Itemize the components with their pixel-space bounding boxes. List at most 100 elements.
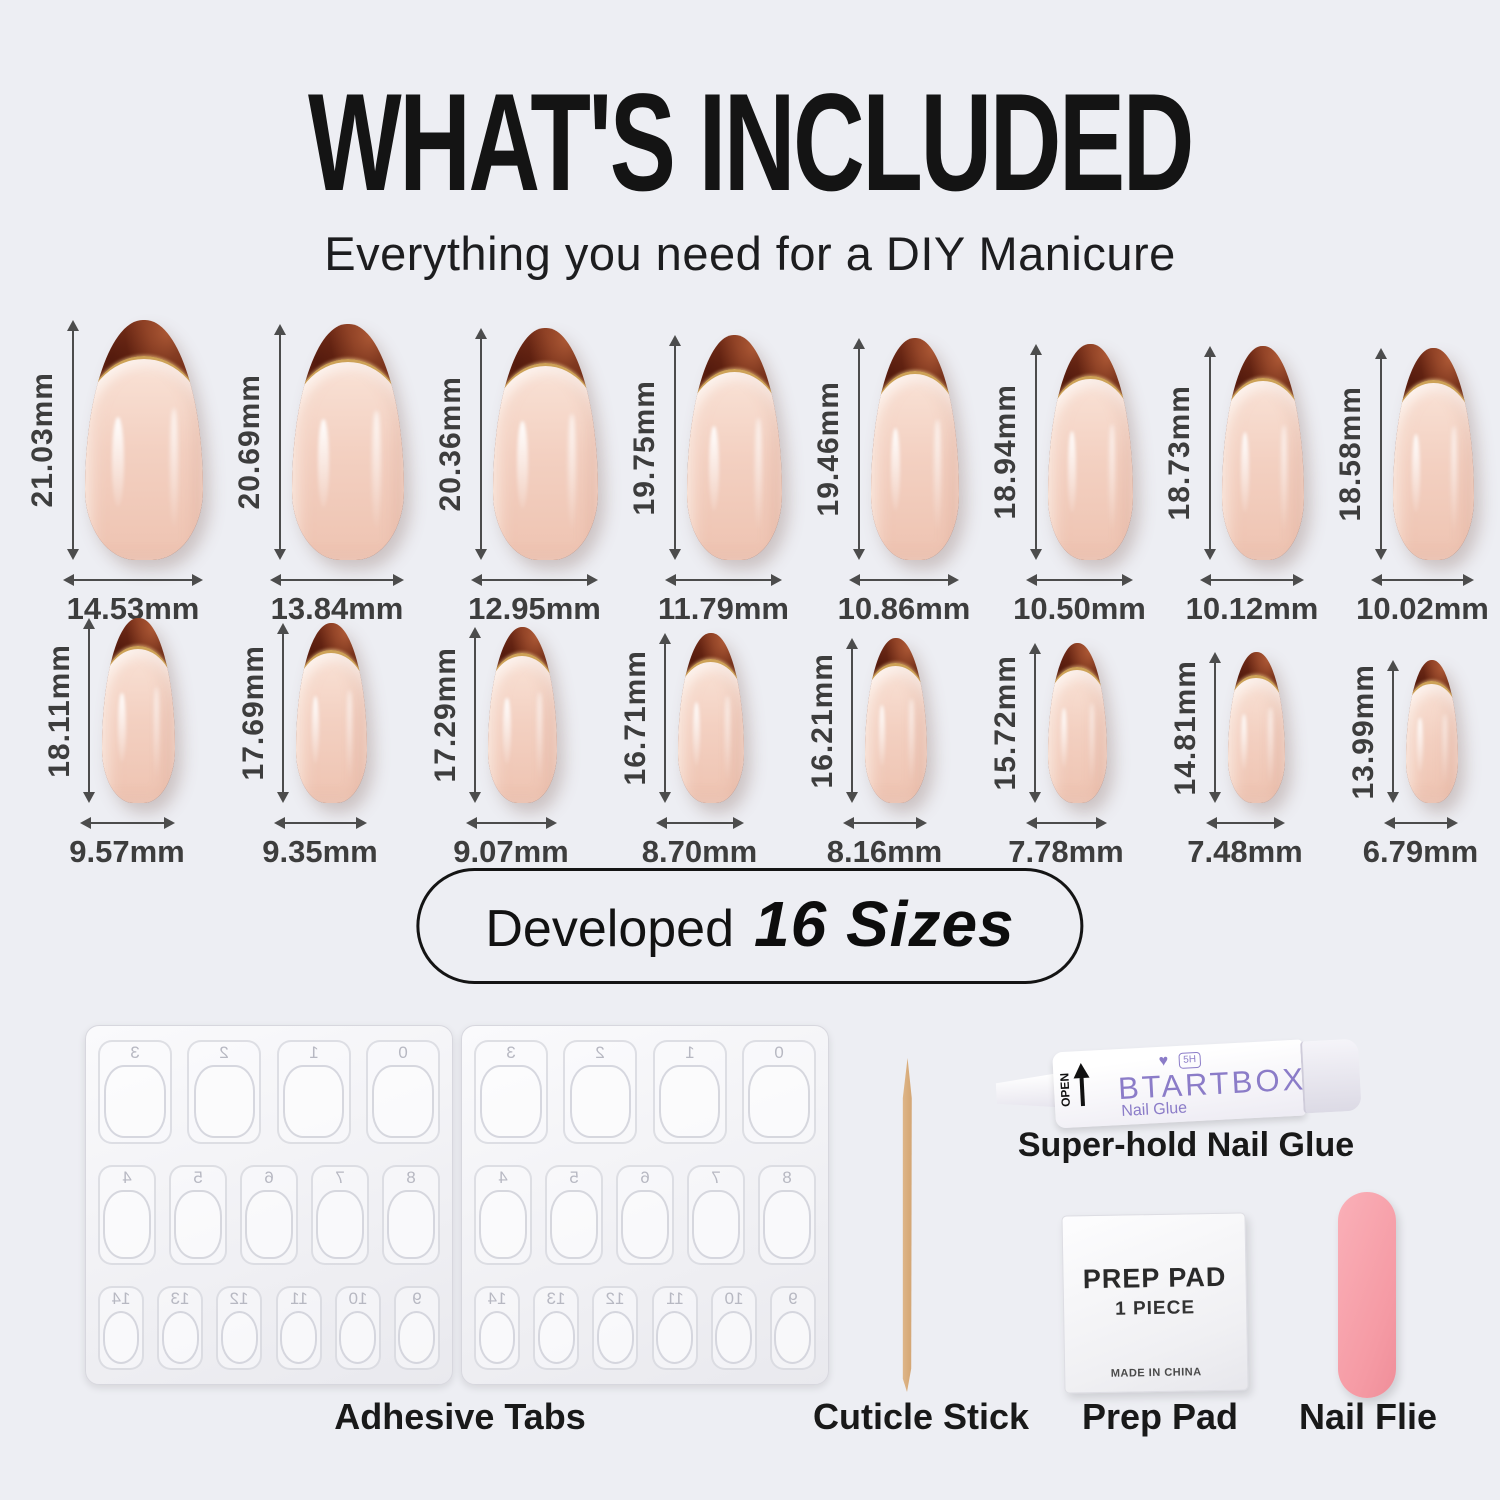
height-arrow: [1028, 643, 1043, 803]
adhesive-tab: 5: [169, 1165, 227, 1265]
width-label: 9.57mm: [69, 834, 185, 869]
arrowhead-right-icon: [915, 816, 927, 829]
nail-gloss-highlight: [909, 699, 914, 781]
arrowhead-right-icon: [1095, 816, 1107, 829]
arrowhead-left-icon: [1205, 816, 1217, 829]
adhesive-tab: 12: [592, 1286, 639, 1370]
arrow-line: [658, 821, 741, 824]
height-arrow: [276, 623, 291, 803]
height-label: 19.75mm: [628, 379, 661, 516]
nail-base-nude: [295, 650, 367, 803]
tab-oval-outline: [398, 1311, 436, 1364]
nail-measure-group: 18.11mm: [43, 618, 175, 803]
tab-number: 12: [605, 1289, 625, 1308]
height-arrow: [272, 324, 287, 560]
height-label: 18.58mm: [1334, 386, 1367, 522]
arrow-line: [282, 626, 284, 800]
adhesive-tab: 5: [545, 1165, 603, 1265]
arrowhead-up-icon: [668, 335, 681, 346]
arrowhead-down-icon: [1203, 549, 1216, 560]
arrowhead-up-icon: [474, 328, 487, 339]
nail-measure-group: 15.72mm: [989, 643, 1107, 803]
height-label: 18.73mm: [1163, 385, 1196, 521]
tab-number: 5: [193, 1168, 203, 1187]
tab-number: 12: [229, 1289, 249, 1308]
tab-oval-outline: [621, 1190, 669, 1259]
adhesive-tab-sheet: 3 2 1 0 4 5 6 7 8 14 13 12 11 10 9: [461, 1025, 829, 1385]
width-arrow: [1026, 572, 1133, 587]
arrowhead-left-icon: [1371, 573, 1382, 586]
nail-gloss-highlight: [1240, 432, 1250, 513]
tab-oval-outline: [569, 1065, 632, 1138]
press-on-nail-image: [864, 638, 927, 803]
adhesive-tab: 10: [710, 1286, 757, 1370]
height-arrow: [1202, 346, 1217, 560]
nail-size-item: 21.03mm 14.53mm: [26, 320, 203, 627]
tab-number: 13: [546, 1289, 566, 1308]
nail-size-row-small: 18.11mm 9.57mm 17.69mm 9.35mm 17.29mm 9.07mm 1…: [0, 618, 1500, 870]
nail-base-nude: [1222, 378, 1304, 560]
arrow-line: [1034, 646, 1036, 800]
width-label-wrap: 8.70mm: [642, 834, 757, 870]
glue-open-text: OPEN: [1057, 1072, 1074, 1108]
width-label-wrap: 7.78mm: [1008, 834, 1123, 870]
tab-number: 6: [264, 1168, 274, 1187]
tab-oval-outline: [174, 1190, 222, 1259]
prep-pad-image: PREP PAD 1 PIECE MADE IN CHINA: [1061, 1212, 1249, 1394]
width-label: 9.07mm: [453, 834, 569, 869]
arrowhead-up-icon: [846, 638, 858, 649]
arrow-line: [273, 578, 401, 581]
adhesive-tab: 11: [275, 1286, 322, 1370]
arrow-line: [1028, 821, 1104, 824]
arrowhead-down-icon: [1029, 549, 1042, 560]
width-label-wrap: 8.16mm: [827, 834, 942, 870]
tab-number: 3: [506, 1043, 516, 1062]
tab-number: 4: [498, 1168, 508, 1187]
height-label: 20.69mm: [233, 374, 266, 510]
height-label: 16.71mm: [618, 650, 652, 786]
nail-glue-tube: OPEN ♥ 5H BTARTBOX Nail Glue: [994, 1037, 1362, 1132]
tab-oval-outline: [692, 1190, 740, 1259]
arrowhead-right-icon: [1446, 816, 1458, 829]
adhesive-tab: 3: [474, 1040, 548, 1144]
width-arrow: [1025, 815, 1107, 830]
height-arrow: [1028, 344, 1043, 560]
adhesive-tabs-label: Adhesive Tabs: [334, 1396, 586, 1437]
nail-gloss-highlight: [112, 416, 125, 508]
arrow-line: [852, 578, 956, 581]
tab-oval-outline: [774, 1311, 812, 1364]
glue-nozzle: [995, 1073, 1059, 1110]
arrow-line: [851, 641, 853, 800]
width-arrow: [465, 815, 557, 830]
nail-base-nude: [1405, 681, 1458, 803]
adhesive-tab: 14: [474, 1286, 520, 1370]
width-label-wrap: 13.84mm: [270, 591, 404, 627]
arrow-line: [468, 821, 554, 824]
tab-number: 10: [724, 1289, 744, 1308]
width-arrow: [270, 572, 404, 587]
width-label-wrap: 12.95mm: [468, 591, 601, 627]
arrow-line: [1203, 578, 1301, 581]
tab-number: 14: [111, 1289, 131, 1308]
tab-oval-outline: [372, 1065, 434, 1138]
arrow-line: [474, 578, 595, 581]
adhesive-tab: 12: [216, 1286, 263, 1370]
nail-measure-group: 16.21mm: [806, 638, 927, 803]
nail-measure-group: 17.29mm: [429, 627, 557, 803]
tab-oval-outline: [596, 1311, 634, 1364]
prep-pad-count: 1 PIECE: [1114, 1297, 1196, 1320]
nail-gloss-highlight: [169, 408, 179, 528]
tab-number: 2: [219, 1043, 230, 1062]
height-arrow: [1208, 652, 1223, 803]
nail-base-nude: [85, 356, 203, 560]
tab-number: 11: [665, 1289, 684, 1308]
nail-gloss-highlight: [1240, 713, 1247, 771]
nail-gloss-highlight: [1442, 713, 1447, 784]
nail-file-label: Nail Flie: [1298, 1396, 1438, 1437]
arrowhead-down-icon: [273, 549, 286, 560]
nail-gloss-highlight: [878, 705, 886, 767]
nail-size-item: 18.11mm 9.57mm: [43, 618, 185, 870]
press-on-nail-image: [1222, 346, 1304, 560]
glue-product-text: Nail Glue: [1120, 1099, 1188, 1120]
tab-oval-outline: [480, 1065, 542, 1138]
